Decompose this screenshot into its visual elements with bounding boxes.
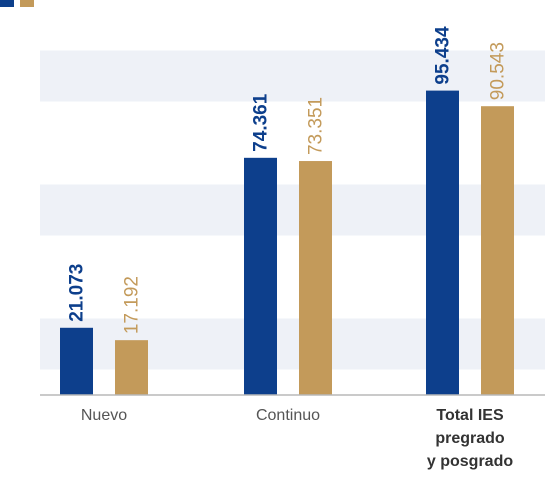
legend [0, 0, 34, 9]
x-axis-labels: Nuevo Continuo Total IES pregrado y posgrado [81, 407, 513, 470]
bar-2-2 [299, 161, 332, 395]
grid-band-2 [40, 184, 545, 236]
x-tick-label-3-line-1: Total IES [436, 407, 504, 424]
legend-swatch-series-2 [20, 0, 34, 7]
x-tick-label-3-line-3: y posgrado [427, 453, 513, 470]
data-label-1-2: 74.361 [251, 93, 272, 152]
bar-2-1 [115, 340, 148, 395]
data-label-2-2: 73.351 [306, 97, 327, 155]
bar-1-2 [244, 157, 277, 395]
x-tick-label-1-line-1: Nuevo [81, 407, 127, 424]
bar-1-3 [426, 90, 459, 395]
grid-band-3 [40, 50, 545, 102]
data-label-2-3: 90.543 [488, 42, 509, 100]
x-tick-label-2-line-1: Continuo [256, 407, 320, 424]
bar-2-3 [481, 106, 514, 396]
data-label-1-1: 21.073 [67, 264, 88, 322]
data-label-2-1: 17.192 [122, 276, 143, 334]
grid-bands [40, 50, 545, 370]
legend-swatch-series-1 [0, 0, 14, 7]
legend-item-1 [0, 0, 14, 7]
data-label-1-3: 95.434 [433, 26, 454, 85]
data-labels: 21.073 17.192 74.361 73.351 95.434 90.543 [67, 26, 509, 334]
x-tick-label-3-line-2: pregrado [435, 430, 505, 447]
bars [60, 90, 514, 396]
bar-1-1 [60, 327, 93, 395]
legend-item-2 [20, 0, 34, 7]
